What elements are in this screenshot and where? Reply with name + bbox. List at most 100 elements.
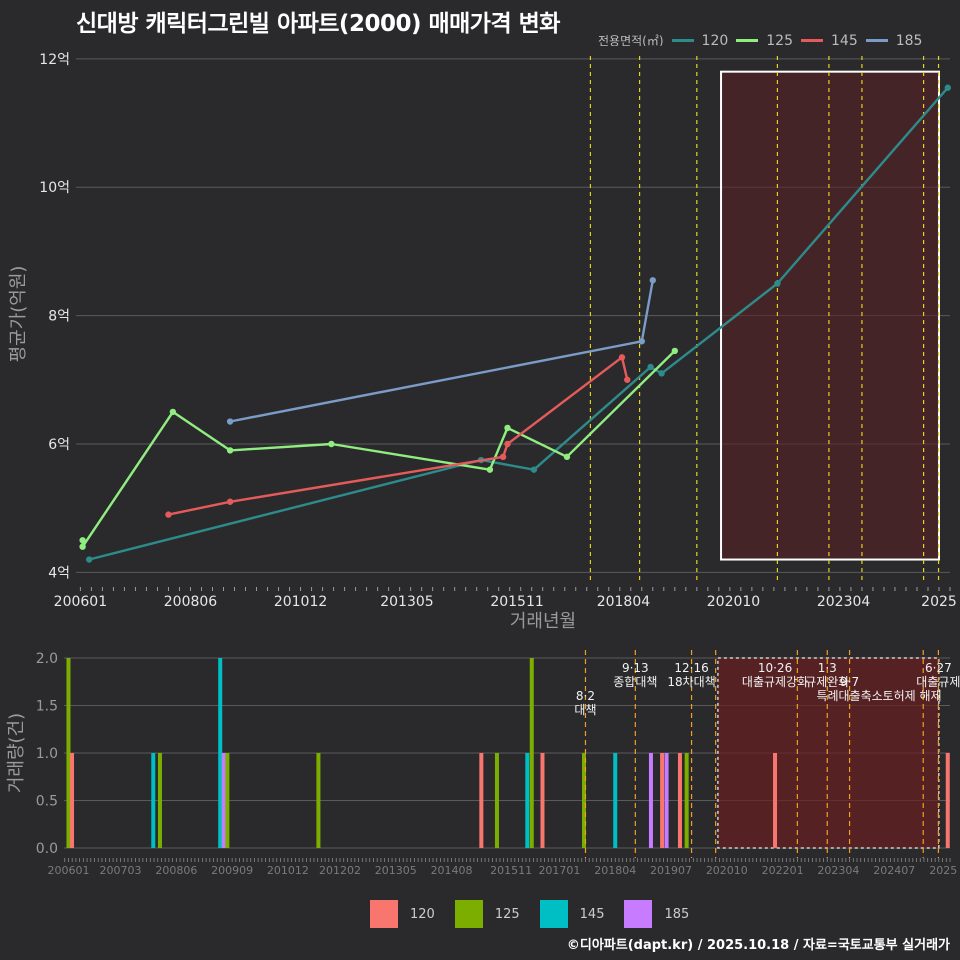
legend-label: 125 [766, 32, 793, 49]
x-tick-label: 201305 [380, 594, 433, 610]
x-tick-label: 200909 [211, 864, 253, 877]
policy-name-label: 대출규제 [916, 675, 960, 689]
legend-label: 145 [579, 906, 605, 922]
policy-date-label: 10·26 [758, 661, 792, 675]
data-point-125 [563, 453, 571, 461]
legend-swatch [671, 39, 694, 42]
data-point-120 [774, 280, 781, 287]
legend-item-145: 145 [801, 33, 858, 49]
x-tick-label: 201701 [538, 864, 580, 877]
x-tick-label: 201511 [490, 594, 543, 610]
bar-120 [479, 753, 484, 848]
bar-legend-item-125: 125 [454, 900, 520, 928]
bar-125 [529, 658, 534, 848]
policy-name-label: 토허제 해제 [883, 689, 942, 703]
legend-swatch [624, 900, 653, 928]
data-point-125 [226, 447, 234, 454]
bar-125 [225, 753, 230, 848]
legend-swatch [736, 39, 759, 42]
legend-title: 전용면적(㎡) [598, 34, 664, 48]
y-tick-label: 6억 [48, 437, 70, 453]
x-tick-label: 200703 [100, 864, 142, 877]
data-point-120 [944, 84, 951, 91]
y-axis-title: 거래량(건) [6, 713, 27, 793]
x-tick-label: 202304 [817, 864, 859, 877]
legend-swatch [801, 39, 823, 42]
policy-date-label: 1·3 [818, 661, 837, 675]
x-axis-title: 거래년월 [510, 611, 576, 632]
y-tick-label: 10억 [39, 180, 70, 196]
policy-name-label: 대책 [574, 702, 596, 717]
data-point-120 [647, 363, 654, 371]
x-tick-label: 2025 [929, 864, 957, 877]
data-point-120 [86, 556, 93, 563]
legend-item-125: 125 [736, 33, 793, 49]
bar-120 [540, 753, 545, 848]
data-point-120 [530, 466, 538, 473]
legend-item-120: 120 [671, 32, 729, 49]
bar-125 [157, 753, 162, 848]
series-line-145 [168, 356, 629, 516]
policy-date-label: 12·16 [674, 661, 708, 675]
legend-label: 185 [664, 906, 690, 922]
legend-label: 145 [831, 32, 858, 49]
policy-date-label: 9·7 [840, 675, 859, 689]
legend-label: 185 [895, 32, 923, 49]
bar-185 [664, 753, 669, 848]
legend-swatch [454, 900, 483, 928]
policy-name-label: 대출규제강화 [742, 675, 808, 689]
y-tick-label: 0.5 [36, 794, 58, 810]
data-point-125 [486, 466, 494, 473]
data-point-145 [624, 376, 631, 383]
bar-185 [221, 753, 226, 848]
legend-label: 125 [494, 906, 520, 922]
bar-125 [684, 753, 689, 848]
legend-item-185: 185 [865, 32, 923, 49]
data-point-125 [671, 347, 679, 355]
data-point-185 [649, 277, 656, 284]
x-tick-label: 201202 [319, 864, 361, 877]
data-point-145 [226, 498, 234, 505]
policy-date-label: 8·2 [576, 689, 595, 703]
x-tick-label: 202201 [762, 864, 804, 877]
x-tick-label: 200806 [164, 594, 218, 610]
bar-legend-item-185: 185 [624, 900, 689, 928]
bar-145 [218, 658, 223, 848]
bar-120 [945, 753, 950, 848]
line-legend: 전용면적(㎡) 120 125 145 185 [598, 32, 922, 49]
y-tick-label: 8억 [48, 309, 70, 325]
x-tick-label: 202010 [707, 594, 760, 610]
bar-145 [613, 753, 618, 848]
source-caption: ©디아파트(dapt.kr) / 2025.10.18 / 자료=국토교통부 실… [566, 938, 950, 953]
bar-125 [494, 753, 499, 848]
policy-name-label: 18차대책 [667, 674, 715, 689]
legend-swatch [865, 39, 888, 42]
bar-125 [581, 753, 586, 848]
y-tick-label: 12억 [39, 52, 70, 68]
bar-legend: 120 125 145 185 [370, 900, 689, 928]
y-tick-label: 4억 [48, 565, 70, 581]
data-point-125 [79, 537, 86, 544]
bar-120 [677, 753, 682, 848]
legend-label: 120 [701, 32, 729, 49]
data-point-145 [499, 453, 507, 461]
highlight-box [720, 70, 940, 561]
policy-name-label: 종합대책 [613, 674, 657, 689]
highlight-box [717, 657, 940, 849]
data-point-125 [79, 543, 86, 550]
bar-120 [660, 753, 665, 848]
policy-date-label: 6·27 [925, 661, 952, 675]
bar-145 [525, 753, 530, 848]
x-tick-label: 202010 [706, 864, 748, 877]
x-tick-label: 202407 [873, 864, 915, 877]
data-point-125 [328, 440, 335, 448]
x-tick-label: 200806 [155, 864, 197, 877]
bar-145 [151, 753, 156, 848]
x-tick-label: 201305 [375, 864, 417, 877]
legend-label: 120 [410, 906, 435, 922]
x-tick-label: 201012 [274, 594, 327, 610]
data-point-145 [165, 511, 172, 518]
bar-125 [66, 658, 71, 848]
data-point-120 [658, 370, 665, 377]
